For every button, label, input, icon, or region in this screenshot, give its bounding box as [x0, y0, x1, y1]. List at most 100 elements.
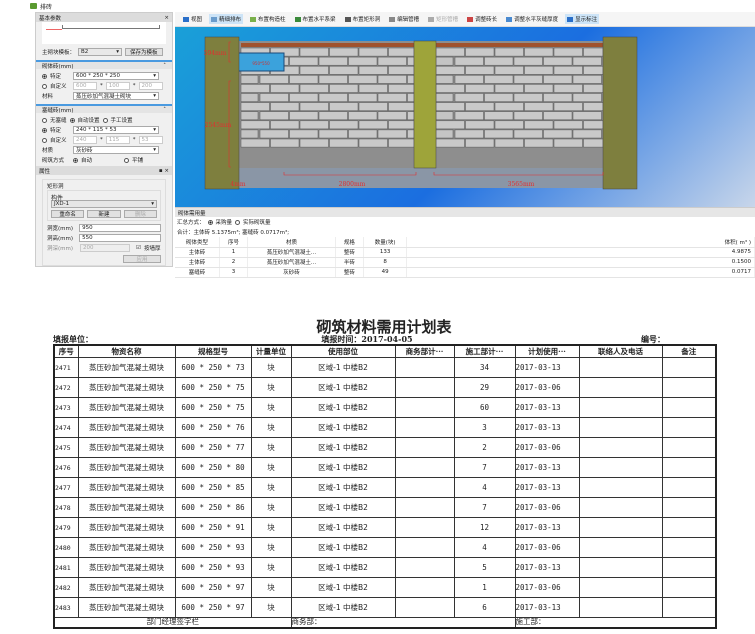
close-icon[interactable]: ▪ ×	[158, 167, 169, 174]
report-row: 2481 蒸压砂加气混凝土砌块 600 * 250 * 93 块区域-1 中楼B2 5 2…	[53, 557, 717, 578]
report-cell: 2017-03-13	[514, 357, 580, 378]
close-icon[interactable]: ×	[164, 14, 169, 21]
block-material-select[interactable]: 蒸压砂加气混凝土砌块 ▾	[73, 92, 159, 100]
toolbar-button-8[interactable]: 调整水平灰缝厚度	[504, 14, 560, 24]
basic-params-title: 基本参数	[39, 15, 62, 22]
brick	[318, 75, 348, 84]
toolbar-button-6[interactable]: 矩形管槽	[426, 14, 460, 24]
quantity-total: 合计：主体砖 5.1375m³; 塞缝砖 0.0717m³;	[177, 230, 290, 236]
filler-custom-radio[interactable]	[42, 137, 47, 143]
brick	[543, 75, 573, 84]
report-column-header: 规格型号	[174, 344, 252, 358]
save-template-button[interactable]: 保存为模板	[125, 48, 163, 56]
quantity-column-header[interactable]: 数量(块)	[363, 237, 408, 248]
toolbar-icon	[211, 16, 218, 22]
component-select[interactable]: JXD-1 ▾	[51, 200, 157, 208]
brick	[435, 138, 465, 148]
quantity-panel: 砌体需用量 汇总方式： 采购量 实际砌筑量 合计：主体砖 5.1375m³; 塞缝砖…	[175, 207, 755, 295]
signature-cell: 施工部：	[514, 617, 717, 628]
block-fixed-radio[interactable]	[42, 73, 47, 79]
report-cell: 区域-1 中楼B2	[290, 397, 396, 418]
toolbar-label: 精细排布	[219, 17, 242, 23]
brick	[259, 75, 289, 84]
apply-button[interactable]: 应用	[123, 255, 161, 263]
brick	[494, 65, 524, 75]
report-cell: 2017-03-06	[514, 537, 580, 558]
report-cell: 2483	[53, 597, 79, 618]
toolbar-button-9[interactable]: 显示标注	[565, 14, 600, 24]
report-column-header: 物资名称	[77, 344, 176, 358]
quantity-column-header[interactable]: 规格	[335, 237, 364, 248]
purchase-radio[interactable]	[207, 219, 213, 225]
opening-depth-input[interactable]: 200	[80, 244, 130, 252]
filler-material-select[interactable]: 灰砂砖 ▾	[73, 146, 159, 154]
manual-filler-radio[interactable]	[102, 117, 108, 123]
brick	[494, 138, 524, 148]
new-button[interactable]: 新建	[87, 210, 121, 218]
report-cell: 区域-1 中楼B2	[290, 577, 396, 598]
report-cell: 块	[250, 477, 292, 498]
filler-fixed-radio[interactable]	[42, 127, 47, 133]
toolbar-button-4[interactable]: 布置矩形洞	[343, 14, 383, 24]
brick	[348, 75, 378, 84]
wall-canvas[interactable]: 950*550 594mm 2545mm 4mm 2800mm 3565mm	[175, 27, 755, 207]
filler-width-input[interactable]: 115	[105, 136, 130, 144]
toolbar-label: 布置水平系梁	[302, 17, 336, 23]
brick	[299, 47, 329, 57]
report-cell: 蒸压砂加气混凝土砌块	[77, 417, 176, 438]
by-wall-checkbox[interactable]: 按墙厚	[143, 246, 161, 252]
laying-flat-radio[interactable]	[124, 157, 129, 163]
quantity-column-header[interactable]: 材质	[247, 237, 336, 248]
laying-auto-radio[interactable]	[73, 157, 78, 163]
report-cell	[661, 457, 717, 478]
toolbar-button-5[interactable]: 编辑管槽	[387, 14, 421, 24]
report-cell: 600 * 250 * 93	[174, 557, 252, 578]
filler-fixed-select[interactable]: 240 * 115 * 53 ▾	[73, 126, 159, 134]
filler-brick	[435, 56, 454, 66]
toolbar-button-3[interactable]: 布置水平系梁	[293, 14, 338, 24]
no-filler-radio[interactable]	[42, 117, 47, 123]
delete-button[interactable]: 删除	[123, 210, 157, 218]
report-cell	[578, 537, 663, 558]
app-icon	[30, 3, 37, 9]
block-height-input[interactable]: 200	[138, 82, 163, 90]
report-date: 填报时间：2017-04-05	[321, 334, 413, 344]
toolbar-button-7[interactable]: 调整砖长	[465, 14, 499, 24]
brick	[553, 138, 583, 148]
report-cell: 2481	[53, 557, 79, 578]
toolbar-button-0[interactable]: 视图	[181, 14, 204, 24]
block-section-header[interactable]: 砌体砖(mm) ˄	[36, 60, 172, 70]
rename-button[interactable]: 重命名	[51, 210, 85, 218]
report-row: 2482 蒸压砂加气混凝土砌块 600 * 250 * 97 块区域-1 中楼B2 1 2…	[53, 577, 717, 598]
filler-height-input[interactable]: 53	[138, 136, 163, 144]
quantity-column-header[interactable]: 序号	[219, 237, 249, 248]
brick	[524, 47, 554, 57]
dim-span2-label: 3565mm	[508, 181, 535, 188]
block-custom-radio[interactable]	[42, 83, 47, 89]
quantity-row[interactable]: 塞缝砖 3 灰砂砖 整砖 49 0.0717	[175, 267, 755, 278]
filler-section-header[interactable]: 塞缝砖(mm) ˄	[36, 104, 172, 114]
toolbar-button-2[interactable]: 布置构造柱	[248, 14, 288, 24]
quantity-row[interactable]: 主体砖 1 蒸压砂加气混凝土... 整砖 133 4.9875	[175, 247, 755, 258]
template-select[interactable]: B2 ▾	[78, 48, 123, 56]
block-length-input[interactable]: 600	[73, 82, 97, 90]
quantity-row[interactable]: 主体砖 2 蒸压砂加气混凝土... 半砖 8 0.1500	[175, 257, 755, 268]
brick	[358, 138, 388, 148]
brick	[553, 102, 583, 111]
actual-radio[interactable]	[235, 219, 241, 225]
filler-length-input[interactable]: 240	[73, 136, 97, 144]
opening-height-input[interactable]: 550	[79, 234, 161, 242]
report-cell: 区域-1 中楼B2	[290, 377, 396, 398]
block-fixed-select[interactable]: 600 * 250 * 250 ▾	[73, 72, 159, 80]
toolbar-button-1[interactable]: 精细排布	[209, 14, 244, 24]
block-width-input[interactable]: 100	[105, 82, 130, 90]
auto-filler-radio[interactable]	[69, 117, 75, 123]
report-row: 2475 蒸压砂加气混凝土砌块 600 * 250 * 77 块区域-1 中楼B2 2 2…	[53, 437, 717, 458]
opening-width-input[interactable]: 950	[79, 224, 161, 232]
quantity-column-header[interactable]: 体积( m³ )	[406, 237, 755, 248]
top-filler-right	[434, 43, 604, 47]
report-cell: 2473	[53, 397, 79, 418]
report-cell	[578, 517, 663, 538]
brick	[329, 47, 359, 57]
quantity-column-header[interactable]: 砌体类型	[175, 237, 220, 248]
